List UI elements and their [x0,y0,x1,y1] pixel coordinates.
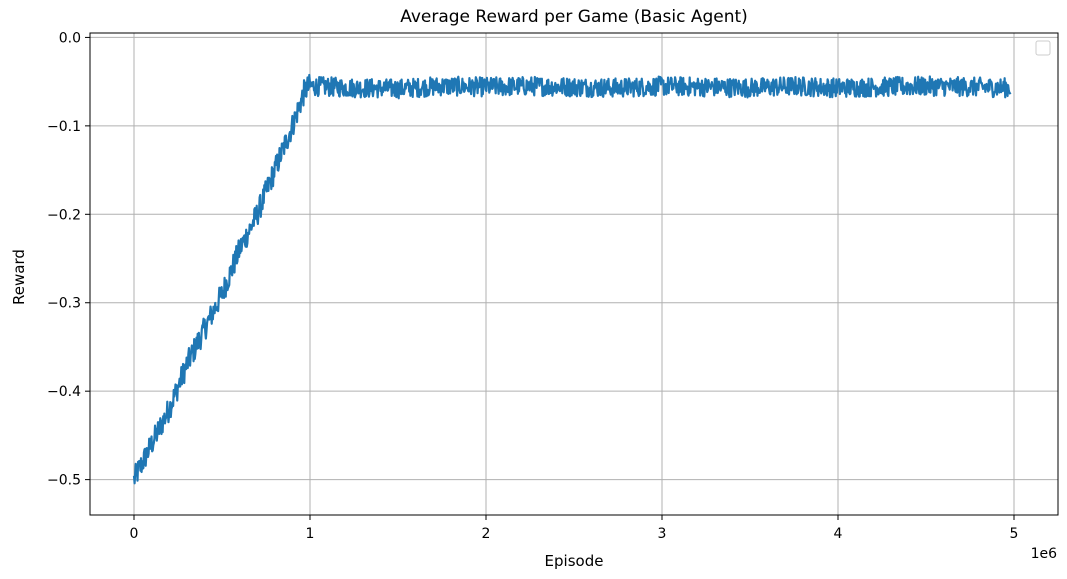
x-tick-label: 3 [658,526,667,542]
x-tick-label: 0 [130,526,139,542]
y-tick-label: −0.5 [47,473,81,489]
x-tick-label: 5 [1010,526,1019,542]
reward-series-line [132,73,1012,485]
data-line-layer [132,73,1012,485]
axis-ticks: 0 1 2 3 4 5 0.0 −0.1 −0.2 −0.3 −0.4 −0.5 [47,30,1018,542]
plot-area-frame [89,32,1059,516]
chart-title: Average Reward per Game (Basic Agent) [400,7,748,27]
y-tick-label: −0.4 [47,384,81,400]
x-tick-label: 2 [482,526,491,542]
y-tick-label: −0.2 [47,207,81,223]
x-tick-label: 1 [306,526,315,542]
x-axis-offset-label: 1e6 [1031,546,1058,562]
y-tick-label: 0.0 [59,30,81,46]
legend-box [1035,40,1051,56]
y-tick-label: −0.3 [47,296,81,312]
legend [1035,40,1051,56]
x-tick-label: 4 [834,526,843,542]
grid [90,33,1058,515]
x-axis-label: Episode [545,552,604,570]
y-axis-label: Reward [10,249,28,305]
y-tick-label: −0.1 [47,119,81,135]
